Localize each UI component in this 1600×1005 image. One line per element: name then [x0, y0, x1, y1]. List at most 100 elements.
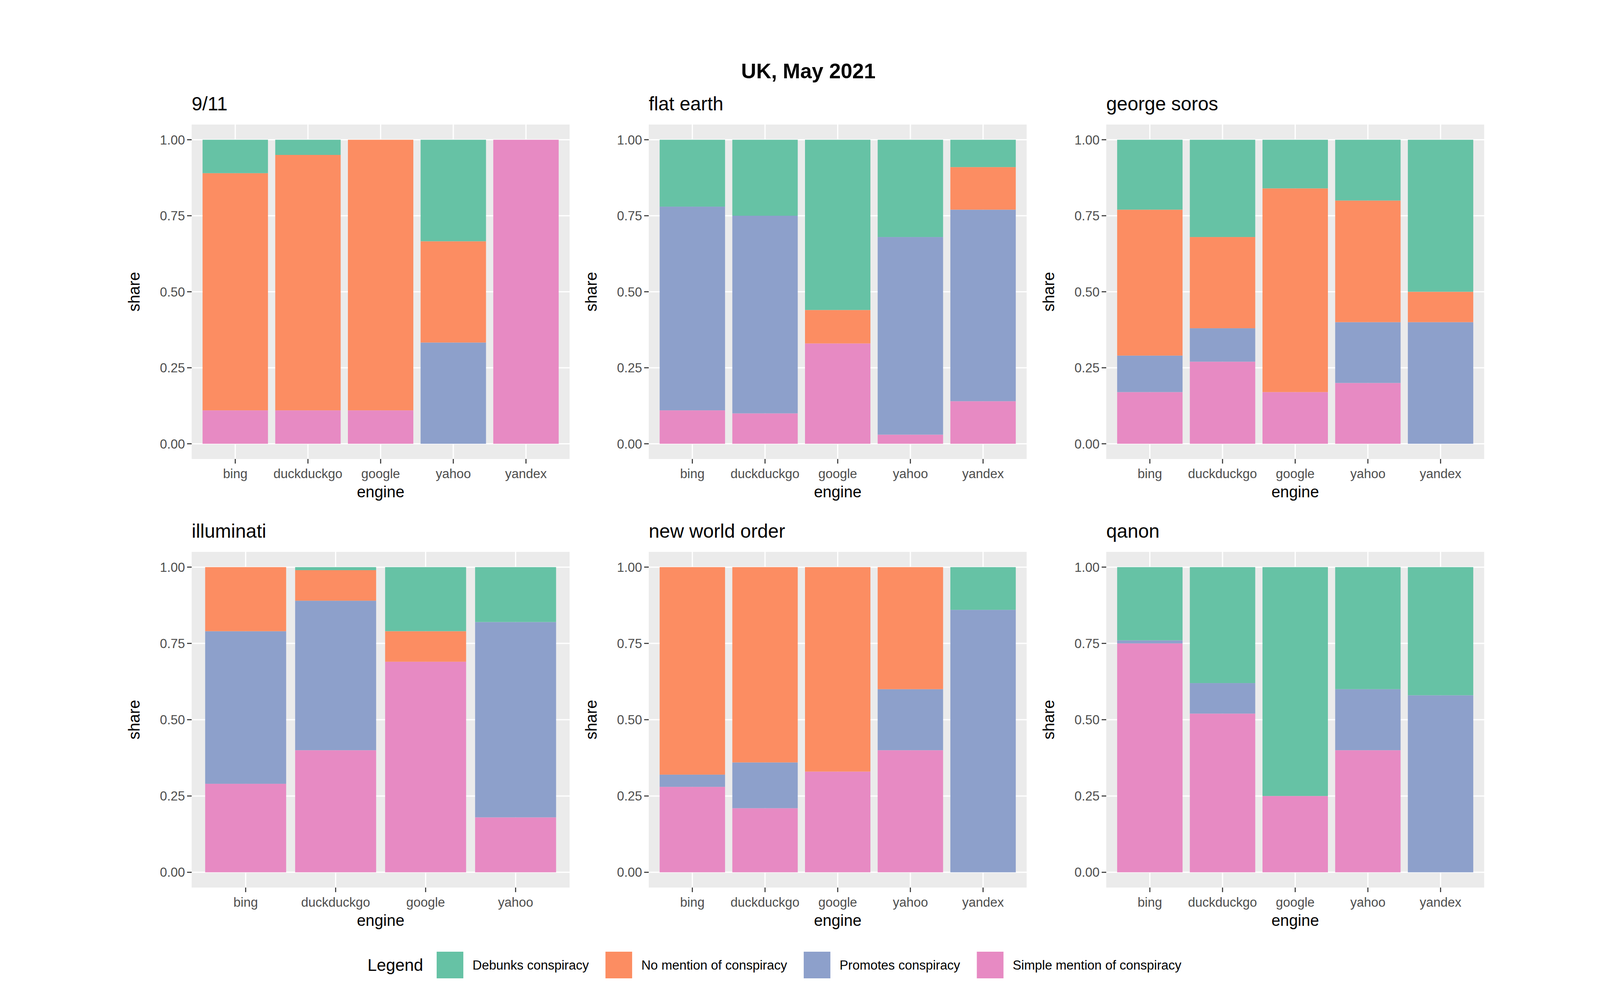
tick-label: 0.00	[1074, 437, 1100, 452]
tick-mark	[837, 459, 839, 464]
tick-label: 0.25	[1074, 360, 1100, 376]
legend-key	[976, 952, 1004, 979]
tick-label: 0.00	[617, 865, 643, 880]
bar-segment	[805, 772, 871, 873]
bar-segment	[493, 140, 559, 445]
axis-title: engine	[1271, 912, 1319, 930]
bar-segment	[1190, 713, 1256, 873]
tick-mark	[307, 459, 309, 464]
tick-mark	[1101, 719, 1107, 721]
tick-label: google	[818, 466, 858, 482]
bar-segment	[1117, 355, 1183, 393]
bar-segment	[877, 435, 943, 445]
tick-label: 0.75	[160, 208, 185, 224]
tick-label: google	[406, 895, 445, 910]
panel-title: qanon	[1106, 520, 1160, 543]
bar-segment	[659, 567, 725, 568]
bar-segment	[659, 567, 725, 775]
tick-label: 0.25	[160, 789, 185, 804]
tick-mark	[1367, 887, 1369, 893]
bar-segment	[950, 610, 1016, 873]
panel: george soros0.000.250.500.751.00bingduck…	[1040, 92, 1485, 501]
tick-label: 0.00	[1074, 865, 1100, 880]
bar-segment	[659, 410, 725, 444]
panel-title: new world order	[648, 520, 785, 543]
bar-segment	[1117, 643, 1183, 873]
tick-label: 1.00	[1074, 132, 1100, 148]
panel-background	[191, 124, 570, 460]
tick-mark	[691, 459, 693, 464]
tick-label: 1.00	[160, 132, 185, 148]
bar-segment	[205, 567, 286, 568]
tick-mark	[1101, 291, 1107, 293]
tick-label: 0.75	[617, 636, 643, 652]
tick-mark	[1440, 459, 1442, 464]
bar-segment	[1335, 383, 1401, 445]
bar-segment	[805, 567, 871, 773]
bar-segment	[1117, 140, 1183, 210]
bar-segment	[1262, 140, 1328, 189]
tick-label: google	[1275, 895, 1315, 910]
bar-segment	[950, 209, 1016, 402]
tick-mark	[1222, 459, 1224, 464]
bar-segment	[385, 662, 466, 873]
bar-segment	[295, 567, 376, 571]
tick-mark	[187, 291, 192, 293]
tick-label: duckduckgo	[1187, 466, 1257, 482]
tick-label: 0.75	[160, 636, 185, 652]
bar-segment	[1407, 140, 1474, 293]
tick-label: yandex	[962, 466, 1004, 482]
tick-label: yahoo	[1350, 466, 1386, 482]
axis-title: engine	[813, 912, 862, 930]
bar-segment	[1335, 200, 1401, 323]
tick-mark	[837, 887, 839, 893]
tick-mark	[1149, 887, 1151, 893]
tick-label: yahoo	[892, 466, 928, 482]
bar-segment	[805, 567, 871, 568]
tick-mark	[982, 459, 984, 464]
tick-label: google	[818, 895, 858, 910]
main-title: UK, May 2021	[741, 59, 876, 83]
tick-label: bing	[680, 466, 705, 482]
bar-segment	[205, 784, 286, 873]
tick-mark	[187, 872, 192, 874]
panel-title: illuminati	[191, 520, 267, 543]
bar-segment	[1117, 209, 1183, 356]
tick-label: duckduckgo	[1187, 895, 1257, 910]
tick-mark	[1101, 443, 1107, 445]
bar-segment	[732, 567, 798, 763]
legend-title: Legend	[367, 956, 423, 975]
panel-background	[1106, 124, 1485, 460]
tick-label: 0.25	[617, 789, 643, 804]
tick-label: 1.00	[1074, 560, 1100, 575]
bar-segment	[1262, 188, 1328, 393]
bar-segment	[877, 140, 943, 238]
bar-segment	[659, 206, 725, 411]
bar-segment	[1190, 567, 1256, 684]
tick-label: 0.50	[1074, 712, 1100, 728]
bar-segment	[202, 410, 268, 444]
tick-mark	[187, 643, 192, 645]
tick-label: 1.00	[617, 560, 643, 575]
legend-label: Debunks conspiracy	[472, 958, 590, 973]
bar-segment	[385, 631, 466, 663]
axis-title: share	[125, 272, 143, 312]
tick-mark	[644, 367, 649, 369]
panel-title: flat earth	[648, 92, 724, 115]
bar-segment	[1407, 567, 1474, 696]
bar-segment	[202, 173, 268, 411]
tick-label: duckduckgo	[730, 895, 800, 910]
legend-label: No mention of conspiracy	[641, 958, 788, 973]
tick-label: yandex	[505, 466, 547, 482]
bar-segment	[1407, 292, 1474, 323]
panel: flat earth0.000.250.500.751.00bingduckdu…	[582, 92, 1027, 501]
bar-segment	[420, 140, 486, 242]
tick-label: 1.00	[617, 132, 643, 148]
bars	[659, 140, 1016, 445]
bar-segment	[805, 343, 871, 445]
bar-segment	[805, 140, 871, 311]
tick-mark	[452, 459, 455, 464]
legend-label: Simple mention of conspiracy	[1012, 958, 1182, 973]
tick-label: bing	[233, 895, 258, 910]
tick-mark	[187, 367, 192, 369]
